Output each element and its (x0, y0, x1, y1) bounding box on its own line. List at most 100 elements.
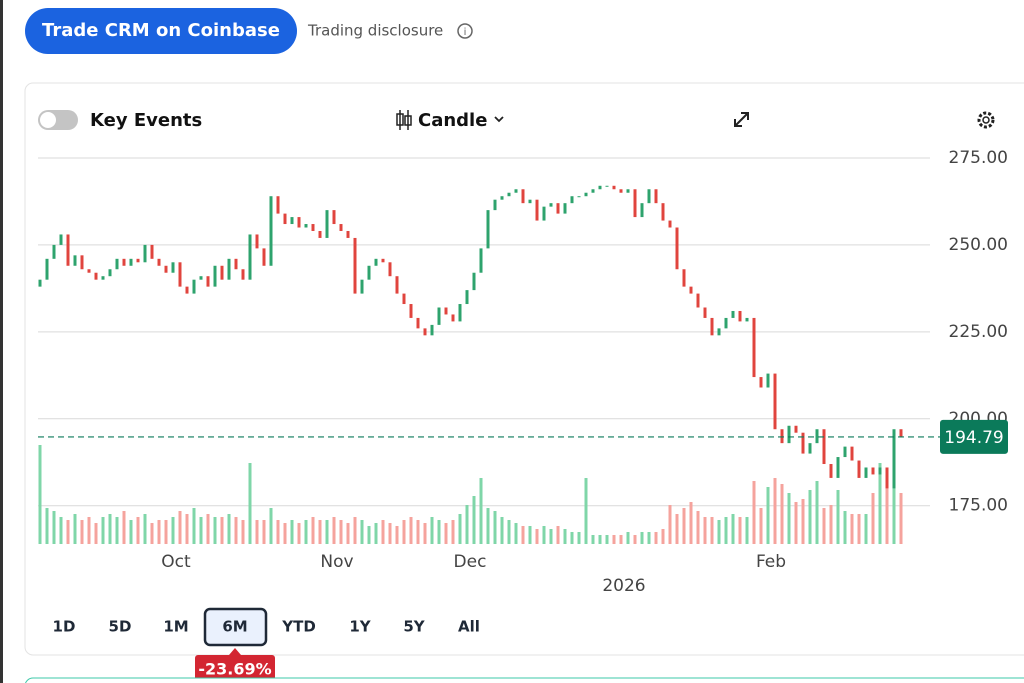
volume-bar (220, 517, 224, 544)
disclosure-link[interactable]: Trading disclosure (307, 22, 443, 40)
volume-bar (381, 520, 385, 544)
candle-body (52, 244, 56, 259)
candle-body (682, 269, 686, 287)
candle-body (234, 258, 238, 270)
volume-bar (465, 505, 469, 544)
volume-bar (227, 514, 231, 544)
volume-bar (577, 532, 581, 544)
volume-bar (500, 517, 504, 544)
candle-body (402, 293, 406, 305)
chart-type-select[interactable]: Candle (418, 110, 487, 131)
candle-body (409, 304, 413, 318)
candle-body (318, 230, 322, 238)
volume-bar (486, 508, 490, 544)
volume-bar (878, 463, 882, 544)
candle-body (178, 262, 182, 287)
volume-bar (759, 508, 763, 544)
volume-bar (689, 502, 693, 544)
candle-body (129, 258, 133, 266)
volume-bar (738, 517, 742, 544)
toggle-label[interactable]: Key Events (90, 110, 202, 131)
candle-body (297, 217, 301, 228)
candle-body (563, 203, 567, 214)
volume-bar (801, 499, 805, 544)
period-change: -23.69% (198, 660, 271, 679)
volume-bar (101, 517, 105, 544)
candle-body (822, 429, 826, 465)
volume-bar (346, 523, 350, 544)
range-button[interactable]: 1D (53, 618, 76, 636)
info-icon[interactable] (457, 23, 473, 39)
volume-bar (325, 520, 329, 544)
volume-bar (794, 502, 798, 544)
candle-body (787, 425, 791, 444)
volume-bar (171, 517, 175, 544)
candle-body (710, 317, 714, 336)
candle-body (717, 328, 721, 336)
volume-bar (45, 508, 49, 544)
volume-bar (724, 517, 728, 544)
range-button[interactable]: 1Y (349, 618, 371, 636)
x-tick-label: 2026 (602, 576, 645, 596)
volume-bar (584, 478, 588, 544)
trade-button-label[interactable]: Trade CRM on Coinbase (42, 20, 280, 41)
range-button[interactable]: YTD (281, 618, 316, 636)
volume-bar (808, 490, 812, 544)
volume-bar (248, 463, 252, 544)
volume-bar (619, 535, 623, 544)
candle-body (115, 258, 119, 270)
volume-bar (591, 535, 595, 544)
expand-button[interactable] (734, 112, 749, 127)
x-tick-label: Dec (454, 552, 487, 572)
candle-body (423, 328, 427, 336)
volume-bar (143, 514, 147, 544)
candle-body (752, 317, 756, 378)
range-button[interactable]: 5D (109, 618, 132, 636)
candle-body (472, 272, 476, 291)
volume-bar (850, 514, 854, 544)
volume-bar (213, 517, 217, 544)
candle-body (73, 255, 77, 266)
volume-bar (570, 532, 574, 544)
range-selector: 1D 5D 1M YTD 1Y 5Y All (53, 618, 480, 636)
candle-body (325, 210, 329, 238)
candle-body (353, 237, 357, 294)
candle-body (815, 429, 819, 444)
range-button[interactable]: 6M (222, 618, 247, 636)
volume-bar (283, 523, 287, 544)
volume-bar (199, 517, 203, 544)
volume-bar (822, 508, 826, 544)
volume-bar (696, 511, 700, 544)
candle-body (388, 262, 392, 277)
volume-bar (661, 529, 665, 544)
volume-bar (885, 487, 889, 544)
candle-body (395, 276, 399, 294)
volume-bar (458, 514, 462, 544)
volume-bar (815, 481, 819, 544)
range-button[interactable]: 1M (163, 618, 188, 636)
volume-bar (402, 520, 406, 544)
candle-body (206, 276, 210, 287)
volume-bar (108, 514, 112, 544)
volume-bar (514, 523, 518, 544)
volume-bar (535, 529, 539, 544)
volume-bar (766, 487, 770, 544)
volume-bar (444, 523, 448, 544)
range-button[interactable]: 5Y (403, 618, 425, 636)
range-button[interactable]: All (458, 618, 480, 636)
candle-body (675, 227, 679, 270)
volume-bar (409, 517, 413, 544)
settings-button[interactable] (977, 111, 995, 129)
volume-bar (423, 523, 427, 544)
x-tick-label: Oct (161, 552, 191, 572)
trade-button[interactable] (25, 8, 297, 54)
candle-body (171, 262, 175, 273)
candle-body (276, 196, 280, 214)
volume-bar (682, 508, 686, 544)
candle-body (213, 265, 217, 287)
volume-bar (668, 505, 672, 544)
volume-bar (605, 535, 609, 544)
volume-bar (360, 520, 364, 544)
candle-body (479, 248, 483, 273)
